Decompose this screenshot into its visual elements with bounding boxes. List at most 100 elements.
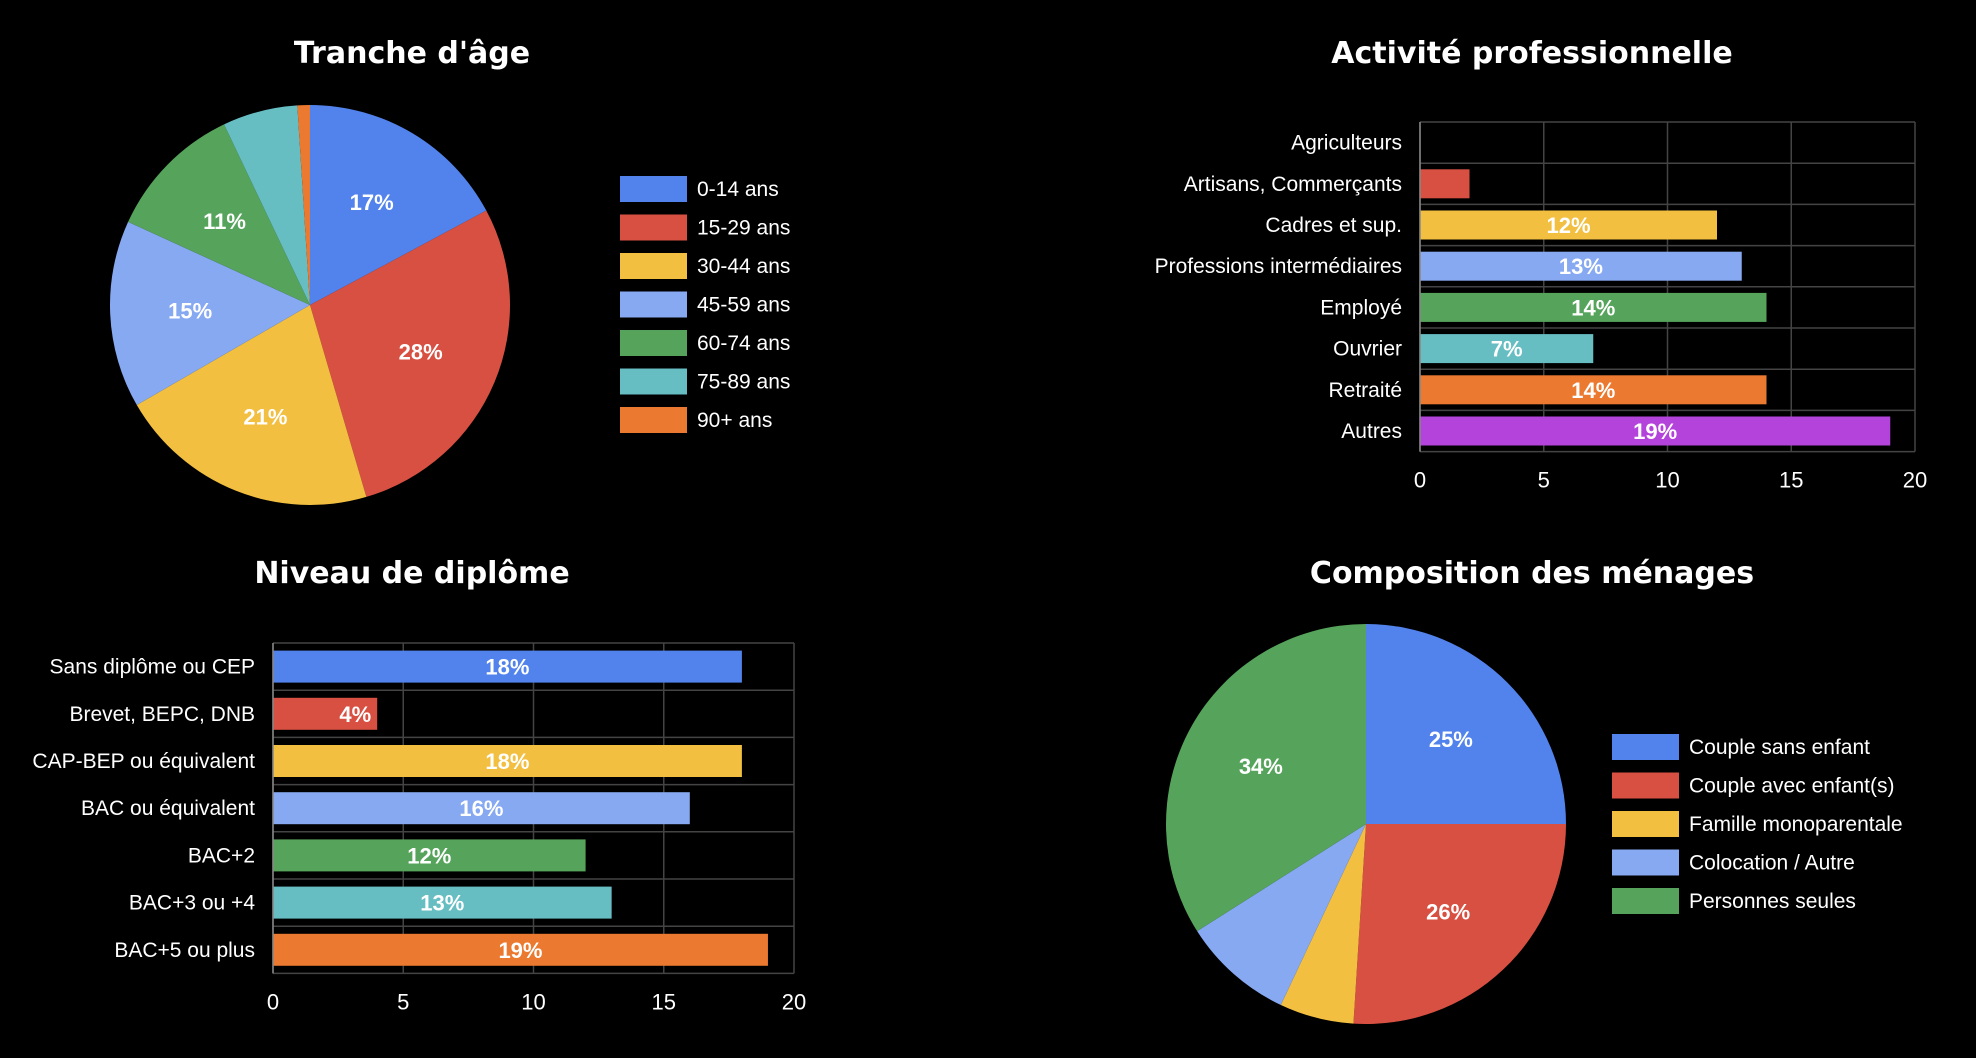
- x-tick-15: 15: [1779, 468, 1803, 493]
- data-label-personnes-seules: 34%: [1239, 754, 1283, 779]
- legend-swatch-15-29-ans: [620, 214, 687, 241]
- category-label-bac-3-ou-4: BAC+3 ou +4: [129, 892, 255, 915]
- category-label-professions-intermediaires: Professions intermédiaires: [1155, 255, 1402, 278]
- data-label-ouvrier: 7%: [1491, 337, 1523, 362]
- pie-slice-famille-monoparentale: [1280, 824, 1366, 1024]
- legend-label-colocation-autre: Colocation / Autre: [1689, 852, 1855, 875]
- data-label-bac-ou-equivalent: 16%: [459, 796, 503, 821]
- pie-slice-couple-sans-enfant: [1366, 624, 1566, 824]
- bar-chart-activity: 0 5 10 15 20 Agriculteurs Artisans, Commerçant…: [1155, 121, 1927, 493]
- bar-bac-2: [273, 839, 586, 872]
- pie-slice-30-44-ans: [136, 305, 367, 505]
- category-label-ouvrier: Ouvrier: [1333, 338, 1402, 361]
- legend-swatch-45-59-ans: [620, 291, 687, 318]
- bar-ouvrier: [1420, 334, 1594, 364]
- x-tick-20: 20: [782, 989, 806, 1014]
- category-label-autres: Autres: [1341, 420, 1402, 443]
- legend-swatch-90-ans: [620, 407, 687, 433]
- legend-swatch-0-14-ans: [620, 176, 687, 202]
- x-tick-10: 10: [521, 989, 545, 1014]
- legend-label-75-89-ans: 75-89 ans: [697, 371, 790, 394]
- category-label-agriculteurs: Agriculteurs: [1291, 132, 1402, 155]
- bar-cap-bep-ou-equivalent: [273, 745, 742, 777]
- data-label-professions-intermediaires: 13%: [1559, 254, 1603, 279]
- pie-slice-personnes-seules: [1166, 624, 1366, 932]
- bar-cadres-et-sup: [1420, 210, 1717, 240]
- x-tick-15: 15: [652, 989, 676, 1014]
- legend-swatch-colocation-autre: [1612, 849, 1679, 876]
- chart-title-diploma: Niveau de diplôme: [254, 556, 569, 591]
- category-label-bac-5-ou-plus: BAC+5 ou plus: [114, 939, 255, 962]
- data-label-autres: 19%: [1633, 419, 1677, 444]
- data-label-bac-5-ou-plus: 19%: [498, 938, 542, 963]
- legend-label-0-14-ans: 0-14 ans: [697, 178, 779, 201]
- category-label-retraite: Retraité: [1328, 379, 1402, 402]
- x-tick-5: 5: [397, 989, 409, 1014]
- bar-sans-diplome-ou-cep: [273, 650, 742, 683]
- data-label-cap-bep-ou-equivalent: 18%: [485, 749, 529, 774]
- bar-retraite: [1420, 375, 1767, 405]
- bar-chart-diploma: 0 5 10 15 20 Sans diplôme ou CEP 18% Brevet, BE…: [32, 642, 806, 1014]
- data-label-sans-diplome-ou-cep: 18%: [485, 655, 529, 680]
- legend-label-45-59-ans: 45-59 ans: [697, 294, 790, 317]
- pie-slice-75-89-ans: [224, 105, 310, 305]
- data-label-bac-2: 12%: [407, 843, 451, 868]
- legend-swatch-couple-sans-enfant: [1612, 734, 1679, 760]
- category-label-employe: Employé: [1320, 296, 1402, 319]
- pie-chart-age: 17% 28% 21% 15% 11% 0-14 ans 15-29 ans 30-44 an…: [110, 105, 790, 505]
- bar-bac-3-ou-4: [273, 886, 612, 919]
- legend-label-30-44-ans: 30-44 ans: [697, 255, 790, 278]
- bar-professions-intermediaires: [1420, 251, 1742, 281]
- legend-label-couple-avec-enfant-s: Couple avec enfant(s): [1689, 775, 1894, 798]
- bar-brevet-bepc-dnb: [273, 697, 378, 730]
- legend-label-personnes-seules: Personnes seules: [1689, 890, 1856, 913]
- data-label-0-14-ans: 17%: [350, 190, 394, 215]
- pie-chart-households: 25% 26% 34% Couple sans enfant Couple avec e…: [1166, 624, 1903, 1024]
- pie-slice-couple-avec-enfant-s: [1353, 824, 1566, 1024]
- category-label-cap-bep-ou-equivalent: CAP-BEP ou équivalent: [32, 750, 255, 773]
- legend-swatch-famille-monoparentale: [1612, 811, 1679, 837]
- data-label-brevet-bepc-dnb: 4%: [339, 702, 371, 727]
- data-label-30-44-ans: 21%: [243, 404, 287, 429]
- legend-swatch-30-44-ans: [620, 253, 687, 279]
- pie-slice-90-ans: [297, 105, 310, 305]
- legend-label-60-74-ans: 60-74 ans: [697, 332, 790, 355]
- data-label-retraite: 14%: [1571, 378, 1615, 403]
- x-tick-20: 20: [1903, 468, 1927, 493]
- legend-label-couple-sans-enfant: Couple sans enfant: [1689, 736, 1870, 759]
- data-label-15-29-ans: 28%: [399, 339, 443, 364]
- bar-employe: [1420, 292, 1767, 322]
- x-tick-0: 0: [267, 989, 279, 1014]
- category-label-cadres-et-sup: Cadres et sup.: [1265, 214, 1402, 237]
- data-label-45-59-ans: 15%: [168, 299, 212, 324]
- x-tick-0: 0: [1414, 468, 1426, 493]
- pie-slice-60-74-ans: [128, 124, 310, 305]
- x-tick-5: 5: [1538, 468, 1550, 493]
- legend-swatch-couple-avec-enfant-s: [1612, 772, 1679, 799]
- category-label-brevet-bepc-dnb: Brevet, BEPC, DNB: [69, 703, 255, 726]
- legend-swatch-personnes-seules: [1612, 888, 1679, 914]
- data-label-couple-sans-enfant: 25%: [1429, 727, 1473, 752]
- chart-title-age: Tranche d'âge: [294, 36, 530, 71]
- pie-slice-0-14-ans: [310, 105, 487, 305]
- legend-label-famille-monoparentale: Famille monoparentale: [1689, 813, 1903, 836]
- data-label-cadres-et-sup: 12%: [1546, 213, 1590, 238]
- x-tick-10: 10: [1655, 468, 1679, 493]
- bar-autres: [1420, 416, 1891, 446]
- pie-slice-colocation-autre: [1197, 824, 1366, 1005]
- legend-swatch-60-74-ans: [620, 330, 687, 356]
- legend-swatch-75-89-ans: [620, 368, 687, 395]
- pie-slice-45-59-ans: [110, 221, 310, 405]
- category-label-bac-2: BAC+2: [188, 844, 255, 867]
- bar-bac-ou-equivalent: [273, 792, 690, 825]
- category-label-sans-diplome-ou-cep: Sans diplôme ou CEP: [50, 656, 255, 679]
- legend-label-90-ans: 90+ ans: [697, 409, 772, 432]
- chart-title-activity: Activité professionnelle: [1331, 36, 1732, 71]
- data-label-employe: 14%: [1571, 295, 1615, 320]
- data-label-couple-avec-enfant-s: 26%: [1426, 899, 1470, 924]
- category-label-artisans-commercants: Artisans, Commerçants: [1184, 173, 1402, 196]
- data-label-bac-3-ou-4: 13%: [420, 891, 464, 916]
- chart-title-households: Composition des ménages: [1310, 556, 1754, 591]
- data-label-60-74-ans: 11%: [203, 209, 246, 234]
